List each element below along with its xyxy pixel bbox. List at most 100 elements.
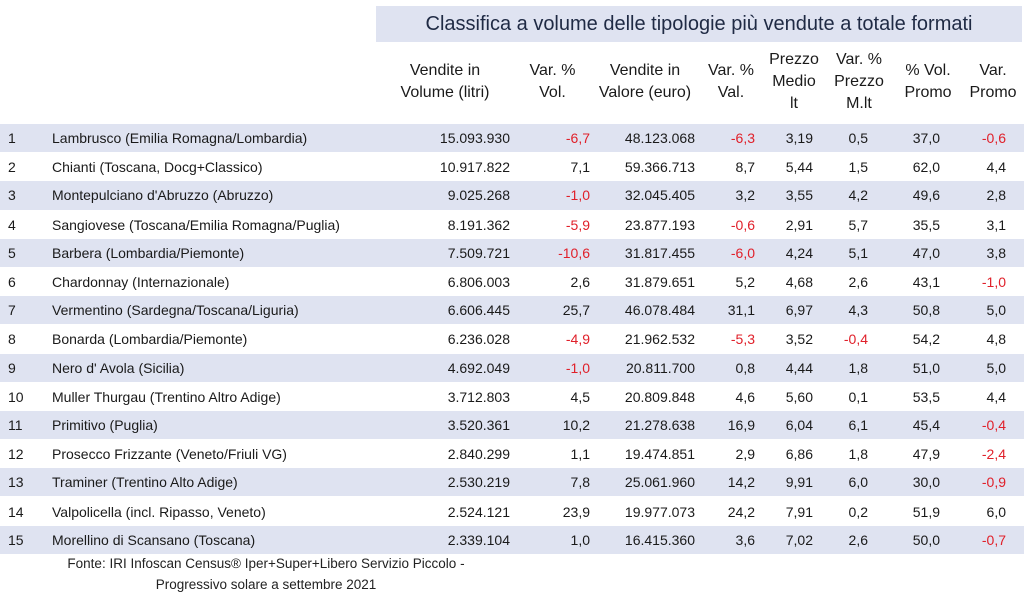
wine-name-cell: Muller Thurgau (Trentino Altro Adige) xyxy=(52,388,281,405)
var-price-cell: 0,5 xyxy=(848,130,868,147)
table-row: 12 Prosecco Frizzante (Veneto/Friuli VG) 2… xyxy=(0,439,1024,469)
header-prezzo-medio: Prezzo Medio lt xyxy=(765,44,823,120)
table-row: 2 Chianti (Toscana, Docg+Classico) 10.917.… xyxy=(0,152,1024,182)
header-var-prezzo: Var. % Prezzo M.lt xyxy=(826,44,892,120)
var-volume-cell: 25,7 xyxy=(562,302,590,319)
header-line: lt xyxy=(789,95,798,112)
price-cell: 3,19 xyxy=(785,130,813,147)
volume-cell: 2.524.121 xyxy=(447,503,510,520)
header-line: M.lt xyxy=(846,95,872,112)
var-price-cell: 5,1 xyxy=(848,244,868,261)
value-cell: 31.879.651 xyxy=(624,274,695,291)
header-line: Vendite in xyxy=(409,62,481,79)
var-value-cell: 24,2 xyxy=(727,503,755,520)
var-volume-cell: -1,0 xyxy=(565,187,590,204)
var-volume-cell: -1,0 xyxy=(565,359,590,376)
var-promo-cell: 5,0 xyxy=(986,302,1006,319)
wine-name-cell: Primitivo (Puglia) xyxy=(52,416,158,433)
value-cell: 46.078.484 xyxy=(624,302,695,319)
value-cell: 19.474.851 xyxy=(624,446,695,463)
wine-name-cell: Chardonnay (Internazionale) xyxy=(52,274,230,291)
wine-name-cell: Sangiovese (Toscana/Emilia Romagna/Pugli… xyxy=(52,216,340,233)
promo-cell: 53,5 xyxy=(912,388,940,405)
table-row: 8 Bonarda (Lombardia/Piemonte) 6.236.028 -4… xyxy=(0,324,1024,354)
var-volume-cell: -5,9 xyxy=(565,216,590,233)
value-cell: 16.415.360 xyxy=(624,531,695,548)
var-price-cell: 4,3 xyxy=(848,302,868,319)
var-volume-cell: 7,8 xyxy=(570,474,590,491)
rank-cell: 15 xyxy=(8,531,24,548)
var-price-cell: 2,6 xyxy=(848,531,868,548)
wine-name-cell: Montepulciano d'Abruzzo (Abruzzo) xyxy=(52,187,274,204)
volume-cell: 6.606.445 xyxy=(447,302,510,319)
wine-name-cell: Prosecco Frizzante (Veneto/Friuli VG) xyxy=(52,446,287,463)
promo-cell: 49,6 xyxy=(912,187,940,204)
wine-name-cell: Valpolicella (incl. Ripasso, Veneto) xyxy=(52,503,266,520)
var-promo-cell: -0,9 xyxy=(981,474,1006,491)
value-cell: 21.278.638 xyxy=(624,416,695,433)
table-row: 13 Traminer (Trentino Alto Adige) 2.530.21… xyxy=(0,468,1024,497)
volume-cell: 7.509.721 xyxy=(447,244,510,261)
rank-cell: 7 xyxy=(8,302,16,319)
header-line: Volume (litri) xyxy=(400,84,490,101)
table-row: 14 Valpolicella (incl. Ripasso, Veneto) 2.… xyxy=(0,496,1024,526)
header-vendite-volume: Vendite in Volume (litri) xyxy=(380,44,510,120)
var-value-cell: 4,6 xyxy=(735,388,755,405)
var-value-cell: -0,6 xyxy=(730,216,755,233)
volume-cell: 15.093.930 xyxy=(439,130,510,147)
rank-cell: 4 xyxy=(8,216,16,233)
table-row: 11 Primitivo (Puglia) 3.520.361 10,2 21.278.… xyxy=(0,410,1024,440)
var-promo-cell: 6,0 xyxy=(986,503,1006,520)
price-cell: 4,44 xyxy=(785,359,813,376)
var-price-cell: 0,2 xyxy=(848,503,868,520)
volume-cell: 2.339.104 xyxy=(447,531,510,548)
header-vol-promo: % Vol. Promo xyxy=(895,44,961,120)
var-value-cell: -6,0 xyxy=(730,244,755,261)
var-volume-cell: -10,6 xyxy=(558,244,590,261)
rank-cell: 13 xyxy=(8,474,24,491)
var-promo-cell: -2,4 xyxy=(981,446,1006,463)
table-row: 9 Nero d' Avola (Sicilia) 4.692.049 -1,0 20.… xyxy=(0,353,1024,382)
volume-cell: 6.806.003 xyxy=(447,274,510,291)
header-line: Val. xyxy=(717,84,745,101)
value-cell: 32.045.405 xyxy=(624,187,695,204)
value-cell: 23.877.193 xyxy=(624,216,695,233)
promo-cell: 43,1 xyxy=(912,274,940,291)
wine-name-cell: Chianti (Toscana, Docg+Classico) xyxy=(52,159,263,176)
rank-cell: 1 xyxy=(8,130,16,147)
table-row: 10 Muller Thurgau (Trentino Altro Adige) 3… xyxy=(0,381,1024,411)
price-cell: 6,86 xyxy=(785,446,813,463)
var-promo-cell: 3,1 xyxy=(986,216,1006,233)
table-row: 5 Barbera (Lombardia/Piemonte) 7.509.721 -1… xyxy=(0,238,1024,267)
value-cell: 25.061.960 xyxy=(624,474,695,491)
var-promo-cell: 5,0 xyxy=(986,359,1006,376)
wine-name-cell: Nero d' Avola (Sicilia) xyxy=(52,359,185,376)
var-value-cell: -5,3 xyxy=(730,331,755,348)
var-price-cell: -0,4 xyxy=(843,331,868,348)
promo-cell: 50,0 xyxy=(912,531,940,548)
price-cell: 6,97 xyxy=(785,302,813,319)
wine-name-cell: Morellino di Scansano (Toscana) xyxy=(52,531,256,548)
wine-name-cell: Lambrusco (Emilia Romagna/Lombardia) xyxy=(52,130,308,147)
rank-cell: 12 xyxy=(8,446,24,463)
var-value-cell: -6,3 xyxy=(730,130,755,147)
rank-cell: 5 xyxy=(8,244,16,261)
var-price-cell: 0,1 xyxy=(848,388,868,405)
var-value-cell: 16,9 xyxy=(727,416,755,433)
promo-cell: 54,2 xyxy=(912,331,940,348)
value-cell: 19.977.073 xyxy=(624,503,695,520)
table-row: 6 Chardonnay (Internazionale) 6.806.003 2,6… xyxy=(0,266,1024,297)
var-price-cell: 6,1 xyxy=(848,416,868,433)
volume-cell: 6.236.028 xyxy=(447,331,510,348)
promo-cell: 37,0 xyxy=(912,130,940,147)
var-value-cell: 3,2 xyxy=(735,187,755,204)
rank-cell: 10 xyxy=(8,388,24,405)
price-cell: 7,91 xyxy=(785,503,813,520)
var-price-cell: 4,2 xyxy=(848,187,868,204)
var-volume-cell: 10,2 xyxy=(562,416,590,433)
value-cell: 48.123.068 xyxy=(624,130,695,147)
wine-name-cell: Vermentino (Sardegna/Toscana/Liguria) xyxy=(52,302,299,319)
var-volume-cell: 4,5 xyxy=(570,388,590,405)
table-row: 4 Sangiovese (Toscana/Emilia Romagna/Pugl… xyxy=(0,209,1024,239)
volume-cell: 3.520.361 xyxy=(447,416,510,433)
